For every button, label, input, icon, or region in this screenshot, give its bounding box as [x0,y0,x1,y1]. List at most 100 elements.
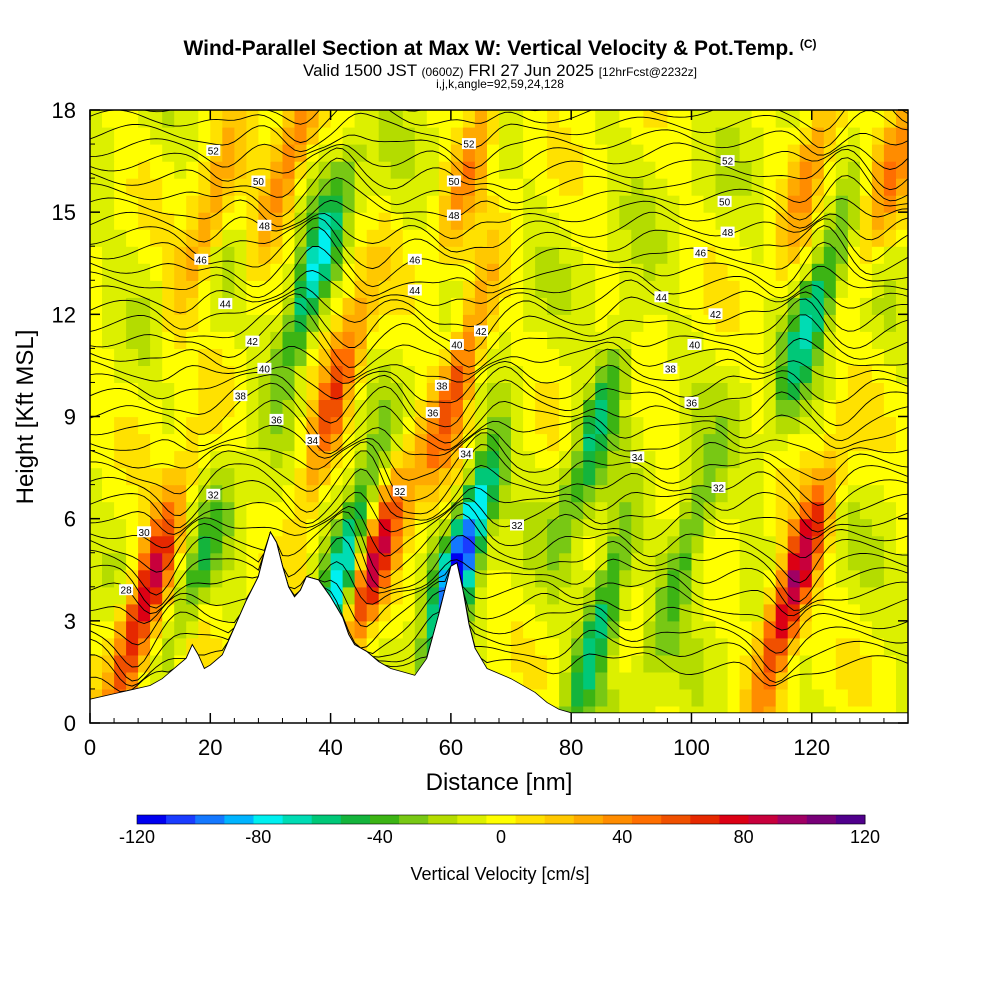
velocity-cell [222,399,235,418]
velocity-cell [823,688,837,707]
velocity-cell [835,654,849,673]
velocity-cell [883,416,897,435]
velocity-cell [823,365,837,383]
velocity-cell [703,195,717,213]
velocity-cell [775,399,789,418]
velocity-cell [535,484,548,503]
velocity-cell [210,212,223,230]
velocity-cell [643,586,656,605]
velocity-cell [414,127,428,145]
velocity-cell [667,637,680,656]
velocity-cell [667,433,680,452]
velocity-cell [847,654,861,673]
velocity-cell [787,501,801,520]
velocity-cell [210,620,223,639]
velocity-cell [571,382,584,400]
velocity-cell [222,569,235,588]
velocity-cell [535,535,548,554]
velocity-cell [559,671,572,690]
velocity-cell [390,178,404,196]
velocity-cell [823,246,837,264]
velocity-cell [150,518,163,537]
velocity-cell [871,569,885,588]
velocity-cell [871,178,885,196]
velocity-cell [487,501,500,520]
velocity-cell [354,450,368,469]
velocity-cell [535,314,548,332]
theta-isoline [90,444,908,516]
velocity-cell [715,467,729,486]
velocity-cell [294,297,308,315]
velocity-cell [318,416,332,435]
velocity-cell [198,229,211,247]
velocity-cell [318,127,332,145]
velocity-cell [835,620,849,639]
velocity-cell [487,229,500,247]
y-tick-label: 18 [52,98,76,123]
velocity-cell [715,399,729,418]
velocity-cell [126,535,139,554]
theta-label: 50 [446,175,461,188]
velocity-cell [763,382,777,400]
valid-date: FRI 27 Jun 2025 [468,61,594,80]
velocity-cell [799,246,813,264]
theta-isoline [90,531,908,615]
velocity-cell [234,518,247,537]
velocity-cell [210,331,223,349]
velocity-cell [198,297,211,315]
theta-isoline [90,531,908,687]
velocity-cell [318,229,332,247]
velocity-cell [727,586,741,605]
velocity-cell [655,263,668,281]
velocity-cell [595,195,608,213]
velocity-cell [643,314,656,332]
velocity-cell [174,110,187,128]
velocity-cell [198,501,211,520]
velocity-cell [763,603,777,622]
velocity-cell [390,195,404,213]
velocity-cell [679,144,692,162]
velocity-cell [198,467,211,486]
theta-label-text: 36 [427,409,439,420]
velocity-cell [342,178,356,196]
velocity-cell [174,297,187,315]
velocity-cell [715,263,729,281]
velocity-cell [114,365,127,383]
velocity-cell [811,688,825,707]
velocity-cell [342,161,356,179]
theta-isoline [90,391,908,455]
velocity-cell [847,433,861,452]
velocity-cell [366,348,380,366]
velocity-cell [787,586,801,605]
theta-label-text: 50 [253,177,265,188]
velocity-cell [487,246,500,264]
velocity-cell [775,263,789,281]
velocity-cell [174,331,187,349]
velocity-cell [474,161,488,179]
velocity-cell [847,127,861,145]
velocity-cell [138,467,151,486]
velocity-cell [438,263,452,281]
velocity-cell [871,654,885,673]
theta-label: 50 [717,195,732,208]
velocity-cell [727,671,741,690]
velocity-cell [883,246,897,264]
colorbar-swatch [195,815,225,824]
theta-isoline [90,531,908,649]
velocity-cell [258,144,271,162]
velocity-cell [847,280,861,298]
velocity-cell [330,314,344,332]
velocity-cell [306,297,320,315]
velocity-cell [282,161,296,179]
velocity-cell [559,127,572,145]
velocity-cell [727,280,741,298]
velocity-cell [679,552,692,571]
velocity-cell [691,688,705,707]
velocity-cell [246,382,259,400]
velocity-cell [138,178,151,196]
velocity-cell [667,263,680,281]
velocity-cell [787,688,801,707]
velocity-cell [655,586,668,605]
theta-label-text: 52 [208,146,220,157]
velocity-cell [222,416,235,435]
